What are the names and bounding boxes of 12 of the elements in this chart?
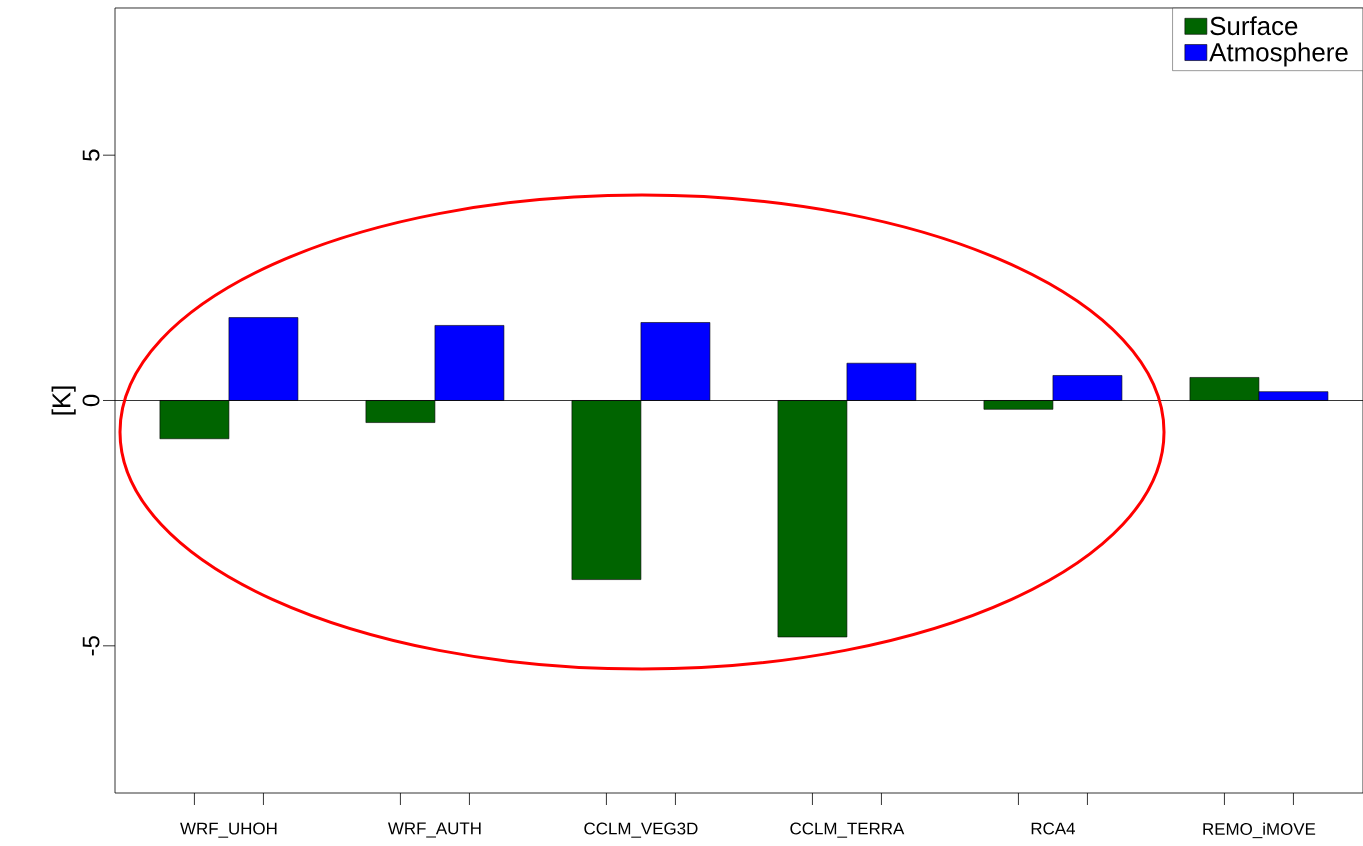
x-tick-label: CCLM_VEG3D bbox=[584, 822, 698, 838]
legend-label: Surface bbox=[1210, 16, 1298, 36]
y-tick-label: -5 bbox=[82, 636, 100, 656]
y-axis-title: [K] bbox=[51, 386, 76, 415]
x-tick-label: CCLM_TERRA bbox=[790, 822, 905, 838]
x-tick-label: WRF_UHOH bbox=[180, 822, 277, 838]
x-tick-label: RCA4 bbox=[1031, 822, 1076, 835]
legend-label: Atmosphere bbox=[1209, 42, 1348, 67]
y-tick-label: 0 bbox=[82, 394, 100, 407]
x-tick-label: WRF_AUTH bbox=[387, 822, 481, 838]
x-tick-label: REMO_iMOVE bbox=[1203, 822, 1316, 839]
y-tick-label: 5 bbox=[82, 149, 100, 161]
